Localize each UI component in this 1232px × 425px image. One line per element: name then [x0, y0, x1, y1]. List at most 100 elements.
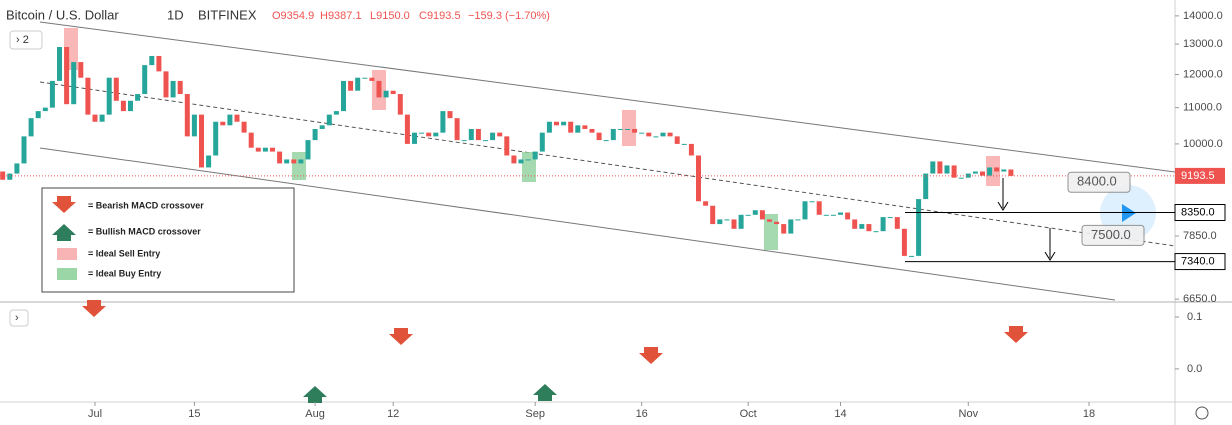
candle — [234, 114, 240, 122]
candle — [539, 132, 545, 152]
bearish-arrow — [639, 347, 663, 364]
legend-bullish-icon — [52, 224, 76, 241]
candle — [348, 80, 354, 91]
candle — [376, 80, 382, 98]
legend-buy-icon — [57, 268, 77, 280]
candle — [390, 90, 396, 95]
last-price-label: 9193.5 — [1181, 170, 1215, 182]
candle — [227, 114, 233, 126]
candle — [490, 132, 496, 141]
candle — [21, 136, 27, 164]
ohlc-open: O9354.9 — [272, 10, 314, 22]
bearish-arrow — [389, 328, 413, 345]
candle — [745, 214, 751, 216]
candle — [511, 155, 517, 164]
candle — [809, 201, 815, 203]
candle — [369, 77, 375, 81]
candle — [838, 212, 843, 215]
zoom-button[interactable] — [9, 30, 43, 50]
candle — [142, 65, 148, 95]
candle — [596, 132, 602, 141]
candle — [284, 159, 290, 164]
candle — [191, 114, 197, 137]
candle — [561, 121, 567, 126]
channel-top — [39, 21, 1176, 173]
candle — [880, 217, 886, 232]
candle — [554, 121, 559, 126]
candle — [262, 147, 268, 152]
candle — [57, 47, 62, 81]
candle — [965, 173, 971, 178]
y-tick-label: 14000.0 — [1183, 10, 1223, 22]
candle — [909, 255, 914, 257]
y-tick-label: 12000.0 — [1183, 68, 1223, 80]
level-label: 8350.0 — [1181, 206, 1215, 218]
candle — [816, 201, 822, 215]
candle — [461, 140, 467, 142]
candle — [866, 224, 872, 232]
legend-text: = Bullish MACD crossover — [88, 226, 201, 236]
last-price-tag — [1175, 167, 1225, 184]
macd-toggle[interactable] — [9, 309, 29, 327]
candle — [710, 205, 716, 225]
candle — [830, 214, 836, 216]
candle — [28, 118, 34, 137]
zoom-label[interactable]: › 2 — [16, 34, 29, 46]
callout — [1067, 171, 1131, 193]
candle — [937, 161, 943, 174]
candle — [916, 199, 922, 256]
candle — [433, 132, 439, 137]
candle — [305, 140, 311, 160]
candle — [99, 114, 105, 122]
candle — [951, 165, 957, 178]
y-tick-label: 10000.0 — [1183, 138, 1223, 150]
candle — [1008, 169, 1014, 176]
candle — [845, 212, 851, 220]
candle — [156, 55, 162, 72]
candle — [795, 219, 801, 221]
candle — [412, 132, 417, 144]
candle — [78, 62, 84, 78]
candle — [980, 171, 985, 176]
candle — [752, 210, 758, 215]
interval: 1D — [167, 7, 184, 22]
candle — [113, 77, 119, 101]
candle — [646, 132, 652, 137]
legend-box — [41, 187, 295, 293]
candle — [355, 77, 361, 91]
candle — [255, 147, 261, 152]
candle — [894, 217, 900, 229]
x-tick-label: 14 — [834, 408, 846, 420]
candle — [731, 219, 737, 229]
level-tag — [1174, 204, 1226, 222]
settings-icon[interactable] — [1195, 406, 1209, 420]
y-tick-label: 6650.0 — [1183, 293, 1217, 305]
macd-toggle-icon[interactable]: › — [15, 312, 19, 324]
macd-y-tick-label: 0.0 — [1187, 363, 1202, 375]
candle — [958, 177, 964, 179]
candle — [7, 173, 13, 180]
candle — [497, 132, 503, 137]
candle — [277, 151, 283, 164]
candle — [568, 121, 574, 133]
bearish-arrow — [1004, 326, 1028, 343]
candle — [177, 80, 183, 95]
candle — [972, 171, 978, 174]
level-label: 7340.0 — [1181, 255, 1215, 267]
candle — [291, 159, 297, 164]
candle — [71, 62, 77, 105]
candle — [717, 219, 723, 225]
x-tick-label: 18 — [1083, 408, 1095, 420]
candle — [383, 90, 389, 98]
candle — [667, 132, 673, 137]
legend-sell-icon — [57, 248, 77, 260]
channel-bottom — [39, 147, 1116, 301]
x-tick-label: 15 — [188, 408, 200, 420]
candle — [625, 128, 630, 130]
candle — [639, 132, 645, 134]
candle — [454, 118, 460, 141]
candle — [35, 111, 41, 119]
candle — [603, 140, 609, 142]
arrow-down — [997, 178, 1009, 211]
